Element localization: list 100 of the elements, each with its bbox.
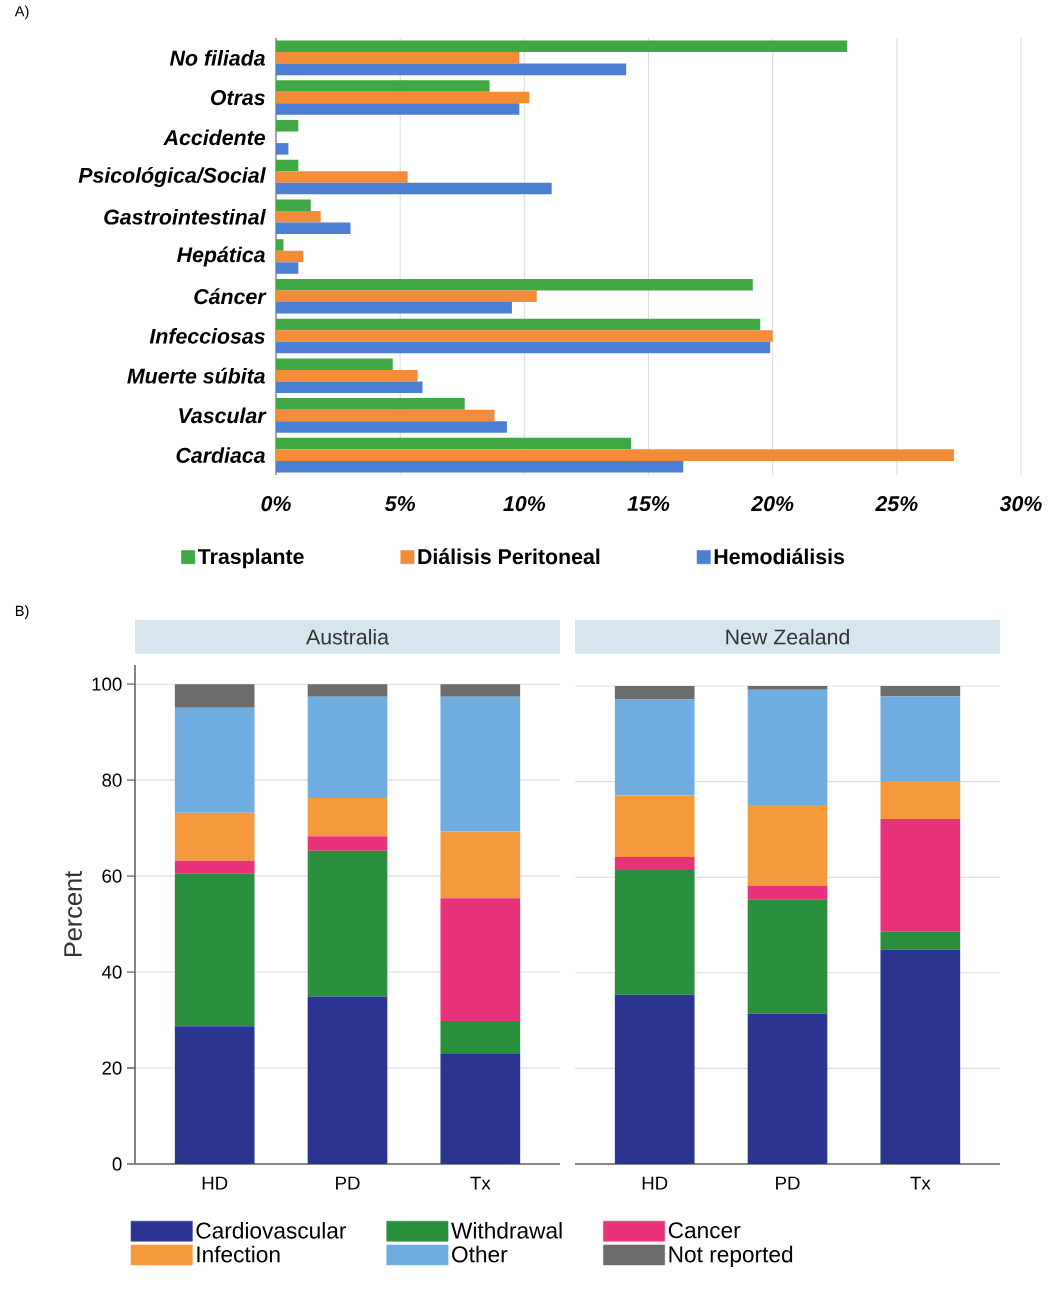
bar [307,850,388,997]
legend-label: Trasplante [197,548,304,569]
bar [307,696,388,798]
bar [174,684,255,708]
bar [276,369,418,382]
bar [276,52,520,64]
y-tick-label: Accidente [163,129,265,146]
bar [880,818,961,932]
y-tick-label: 100 [92,677,122,691]
bar [276,199,311,211]
y-tick-label: Hepática [177,246,265,267]
bar [276,250,304,263]
bar [747,685,828,690]
x-tick-label: 30% [999,496,1042,512]
bar [276,301,512,314]
x-tick-label: HD [642,1176,668,1190]
bar [440,898,521,1022]
chart-title: Australia [306,628,389,645]
bar [276,341,771,354]
bar [614,857,695,871]
bar [880,685,961,697]
legend-label: Hemodiálisis [714,548,845,565]
bar [747,1013,828,1164]
bar [276,103,520,115]
bar [276,159,299,172]
legend-label: Diálisis Peritoneal [418,548,600,565]
bar [276,143,289,155]
bar [276,437,632,450]
x-tick-label: 10% [503,496,546,512]
legend-label: Cancer [668,1222,741,1239]
bar [174,812,255,861]
bar [174,873,255,1027]
x-tick-label: PD [336,1176,360,1190]
bar [614,994,695,1164]
x-tick-label: Tx [910,1176,931,1190]
y-tick-label: No filiada [169,50,265,66]
bar [276,421,507,433]
bar [276,290,537,302]
bar [307,836,388,851]
bar [276,381,423,393]
bar [276,449,954,461]
x-tick-label: HD [202,1176,228,1190]
y-axis-title: Percent [64,871,82,957]
bar [307,996,388,1164]
y-tick-label: Infecciosas [149,328,265,344]
bar [614,685,695,700]
bar [880,931,961,950]
bar [440,684,521,697]
bar [307,684,388,697]
bar [276,211,321,223]
bar [440,696,521,832]
bar [747,689,828,806]
y-tick-label: 60 [102,869,122,883]
bar [276,182,552,195]
bar [174,860,255,874]
bar [614,870,695,995]
bar [276,239,284,251]
legend-label: Other [452,1245,508,1263]
bar [276,460,684,473]
bar [440,831,521,899]
legend-label: Cardiovascular [196,1222,347,1239]
bar [747,885,828,900]
y-tick-label: Vascular [179,407,267,424]
bar [174,1026,255,1164]
bar [276,262,299,274]
bar [614,795,695,858]
y-tick-label: 40 [101,965,122,979]
y-tick-label: 20 [102,1061,122,1075]
x-tick-label: PD [776,1176,800,1190]
bar [440,1021,521,1055]
y-tick-label: 80 [102,773,122,787]
y-tick-label: Muerte súbita [127,367,265,384]
bar [880,696,961,782]
bar [276,409,495,422]
x-tick-label: 15% [627,496,670,512]
bar [276,222,351,235]
y-tick-label: Psicológica/Social [78,167,266,188]
bar [174,707,255,813]
bar [880,781,961,819]
x-tick-label: 5% [384,496,415,512]
bar [276,120,299,132]
x-tick-label: 0% [261,496,291,512]
bar [307,797,388,837]
x-tick-label: 25% [875,496,918,512]
bar [276,318,761,331]
y-tick-label: 0 [112,1157,122,1171]
bar [747,805,828,886]
y-tick-label: Cardiaca [176,447,265,463]
y-tick-label: Cáncer [194,288,267,305]
bar [276,398,465,410]
x-tick-label: Tx [470,1176,491,1190]
bar [440,1054,521,1164]
bar [614,699,695,796]
legend-label: Withdrawal [451,1222,562,1239]
bar [747,899,828,1014]
bar [276,358,393,370]
bar [276,171,408,183]
y-tick-label: Gastrointestinal [104,208,266,225]
chart-title: New Zealand [726,628,849,645]
bar [880,949,961,1164]
